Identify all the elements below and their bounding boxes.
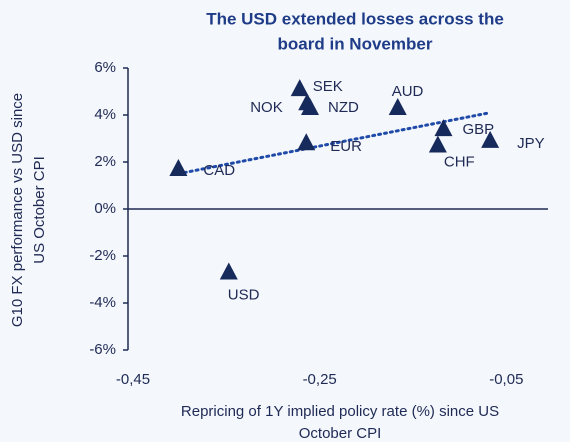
y-tick-label: 4% bbox=[94, 106, 116, 123]
y-tick-label: -4% bbox=[89, 294, 116, 311]
point-label: NZD bbox=[328, 99, 359, 116]
point bbox=[301, 97, 319, 115]
point-label: SEK bbox=[313, 78, 343, 95]
chart-title: The USD extended losses across the bbox=[206, 9, 504, 28]
point bbox=[434, 119, 453, 137]
point bbox=[169, 159, 188, 177]
point-label: EUR bbox=[330, 138, 362, 155]
point-label: AUD bbox=[392, 83, 424, 100]
point-label: GBP bbox=[462, 121, 494, 138]
x-tick-label: -0,25 bbox=[303, 371, 337, 388]
y-tick-label: 6% bbox=[94, 59, 116, 76]
point bbox=[428, 135, 447, 153]
point-label: CAD bbox=[203, 162, 235, 179]
x-axis-label: Repricing of 1Y implied policy rate (%) … bbox=[181, 403, 499, 420]
point-label: CHF bbox=[444, 154, 475, 171]
chart-title: board in November bbox=[278, 34, 433, 53]
point-label: NOK bbox=[250, 99, 283, 116]
x-axis-label: October CPI bbox=[299, 425, 382, 442]
y-axis-label: US October CPI bbox=[31, 156, 48, 264]
x-tick-label: -0,45 bbox=[116, 371, 150, 388]
point bbox=[481, 130, 500, 148]
point-label: USD bbox=[228, 286, 260, 303]
point bbox=[290, 79, 309, 97]
point bbox=[297, 133, 316, 151]
y-tick-label: 2% bbox=[94, 153, 116, 170]
point bbox=[219, 262, 238, 280]
point bbox=[388, 97, 407, 115]
y-tick-label: -6% bbox=[89, 341, 116, 358]
trendline bbox=[176, 111, 492, 176]
x-tick-label: -0,05 bbox=[489, 371, 523, 388]
y-tick-label: 0% bbox=[94, 200, 116, 217]
y-axis-label: G10 FX performance vs USD since bbox=[9, 93, 26, 327]
point-label: JPY bbox=[517, 135, 545, 152]
y-tick-label: -2% bbox=[89, 247, 116, 264]
